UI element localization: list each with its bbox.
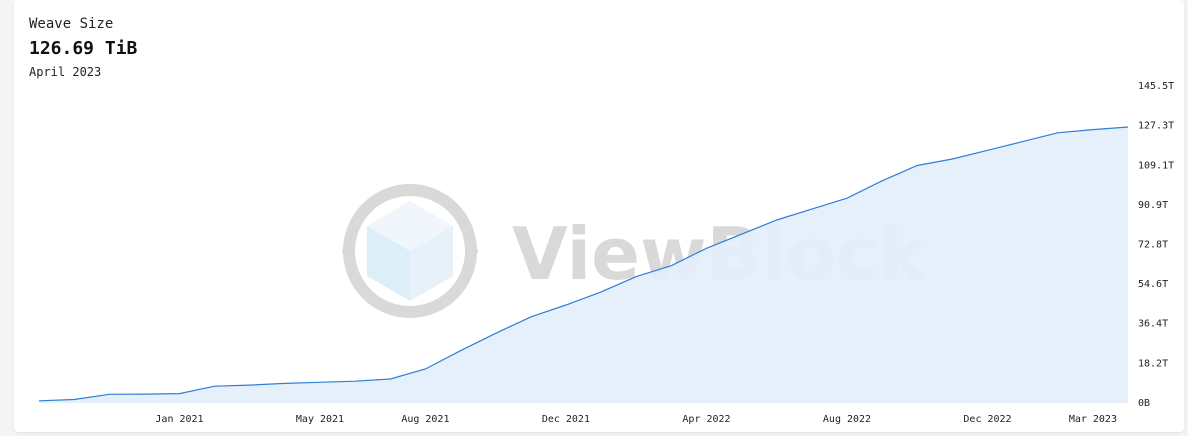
x-tick-label: Aug 2022 — [823, 414, 871, 425]
y-tick-label: 18.2T — [1138, 358, 1168, 369]
x-tick-label: Jan 2021 — [155, 414, 203, 425]
watermark-cube-left — [367, 226, 410, 301]
x-tick-label: Mar 2023 — [1069, 414, 1117, 425]
series-line — [38, 126, 1129, 402]
y-tick-label: 109.1T — [1138, 160, 1174, 171]
x-tick-label: Dec 2022 — [963, 414, 1011, 425]
y-tick-label: 0B — [1138, 398, 1150, 409]
series-area — [39, 127, 1128, 403]
x-tick-label: Aug 2021 — [401, 414, 449, 425]
y-tick-label: 54.6T — [1138, 279, 1168, 290]
x-tick-label: Apr 2022 — [682, 414, 730, 425]
x-axis-ticks: Jan 2021 May 2021 Aug 2021 Dec 2021 Apr 2022… — [155, 414, 1117, 425]
x-tick-label: Dec 2021 — [542, 414, 590, 425]
y-tick-label: 127.3T — [1138, 121, 1174, 132]
chart-title: Weave Size — [29, 16, 114, 32]
y-tick-label: 90.9T — [1138, 200, 1168, 211]
y-axis-ticks: 0B 18.2T 36.4T 54.6T 72.8T 90.9T 109.1T 127.3T 1… — [1138, 81, 1174, 409]
watermark-cube-right — [410, 226, 453, 301]
y-tick-label: 36.4T — [1138, 319, 1168, 330]
x-tick-label: May 2021 — [296, 414, 344, 425]
current-period: April 2023 — [29, 65, 102, 79]
y-tick-label: 72.8T — [1138, 239, 1168, 250]
current-value: 126.69 TiB — [29, 38, 138, 59]
y-tick-label: 145.5T — [1138, 81, 1174, 92]
